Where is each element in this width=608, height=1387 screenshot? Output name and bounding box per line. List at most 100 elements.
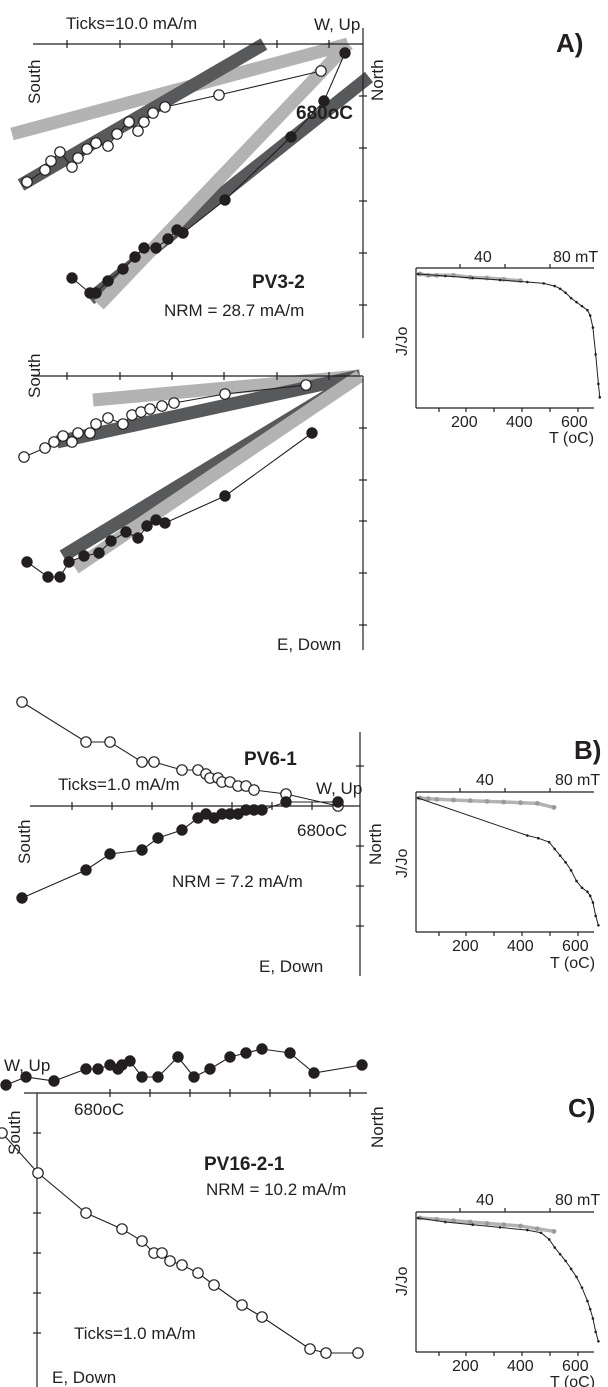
panel-c-open-point-9 — [192, 1267, 204, 1279]
panel-a-upper-fit-lines — [10, 37, 374, 310]
panel-c-inset-thermal-point-5 — [539, 1231, 543, 1235]
panel-a-upper-closed-point-6 — [138, 242, 150, 254]
panel-a-inset-top-tick-80: 80 — [553, 249, 571, 266]
panel-c-inset-thermal-point-0 — [416, 1216, 420, 1220]
panel-a-lower-open-point-5 — [72, 427, 84, 439]
panel-c-closed-series — [0, 1043, 368, 1091]
panel-a-upper-open-point-2 — [45, 155, 57, 167]
panel-b-inset-top-tick-40: 40 — [476, 772, 494, 789]
panel-c-open-point-3 — [116, 1223, 128, 1235]
panel-c-open-point-0 — [0, 1127, 8, 1139]
panel-c-inset-af-point-6 — [518, 1223, 523, 1229]
panel-c-open-line — [1, 1132, 358, 1354]
panel-a-inset-x-tick-600: 600 — [561, 414, 588, 431]
panel-c-closed-point-16 — [256, 1043, 268, 1055]
panel-c-closed-point-9 — [136, 1071, 148, 1083]
panel-b-inset-af-point-9 — [551, 804, 557, 810]
panel-a-lower-open-point-3 — [57, 430, 69, 442]
panel-b-closed-point-4 — [152, 832, 164, 844]
panel-a-inset-x-tick-200: 200 — [451, 414, 478, 431]
panel-a-nrm-label: NRM = 28.7 mA/m — [164, 301, 304, 320]
panel-a-upper-open-point-9 — [111, 128, 123, 140]
panel-c-closed-point-1 — [20, 1071, 32, 1083]
panel-c-inset-thermal-point-16 — [594, 1330, 597, 1334]
panel-a-inset-thermal-point-2 — [471, 276, 474, 280]
panel-b-inset-thermal-point-13 — [594, 914, 597, 918]
panel-b-inset-thermal-point-9 — [580, 886, 584, 890]
panel-a-inset-thermal-point-9 — [569, 296, 573, 300]
panel-a-upper-open-point-6 — [81, 143, 93, 155]
panel-c-closed-point-8 — [124, 1055, 136, 1067]
panel-a-inset-thermal-point-0 — [416, 272, 420, 276]
panel-a-inset-thermal-point-4 — [526, 280, 529, 284]
panel-a-lower-closed-point-3 — [63, 556, 75, 568]
panel-c-inset-thermal-point-15 — [591, 1317, 595, 1320]
panel-b-inset-thermal-line — [417, 797, 599, 926]
panel-c-inset-thermal-point-6 — [547, 1238, 551, 1241]
panel-b-closed-point-3 — [136, 844, 148, 856]
panel-c-inset-thermal-point-4 — [526, 1228, 529, 1232]
panel-c-inset-thermal-point-2 — [471, 1223, 474, 1226]
panel-c-closed-point-19 — [356, 1059, 368, 1071]
panel-a-upper-closed-point-14 — [339, 47, 351, 59]
panel-a-lower-open-point-4 — [66, 436, 78, 448]
panel-c-closed-point-18 — [308, 1067, 320, 1079]
panel-c-open-point-15 — [352, 1347, 364, 1359]
panel-c-closed-point-12 — [188, 1071, 200, 1083]
panel-a-inset-thermal-point-10 — [575, 300, 578, 304]
panel-a-inset-thermal-point-7 — [558, 287, 562, 291]
panel-b-inset-af-series — [417, 795, 557, 810]
panel-a-upper-open-point-10 — [123, 116, 135, 128]
panel-c-closed-point-2 — [48, 1075, 60, 1087]
panel-a-upper-ticks — [66, 40, 367, 306]
panel-a-lower-open-point-12 — [144, 403, 156, 415]
panel-c-inset-thermal-line — [417, 1217, 599, 1342]
panel-b-closed-series — [16, 796, 344, 904]
panel-c-decay-inset: 40 80 mT 200 400 600 T (oC) J/Jo — [394, 1192, 600, 1387]
panel-a-inset-top-tick-40: 40 — [474, 249, 492, 266]
panel-a-lower-closed-series — [21, 427, 318, 583]
panel-b-inset-x-tick-200: 200 — [452, 938, 479, 955]
panel-a-lower-open-point-8 — [102, 412, 114, 424]
panel-b-inset-af-point-8 — [534, 800, 540, 806]
panel-c-inset-mt-label: mT — [577, 1192, 600, 1209]
panel-a-lower-open-point-1 — [39, 442, 51, 454]
panel-a-upper-closed-point-12 — [285, 131, 297, 143]
panel-a-inset-af-point-7 — [518, 278, 523, 284]
panel-b-inset-thermal-point-3 — [547, 840, 551, 844]
panel-a-upper-closed-point-4 — [117, 263, 129, 275]
panel-b-inset-af-point-6 — [501, 799, 507, 805]
panel-b-open-point-3 — [136, 756, 148, 768]
panel-b-closed-point-5 — [176, 824, 188, 836]
panel-a-upper-open-point-0 — [21, 176, 33, 188]
panel-c-open-series — [0, 1127, 364, 1359]
panel-c-closed-point-0 — [0, 1079, 12, 1091]
panel-a-lower-open-point-16 — [300, 379, 312, 391]
panel-a-inset-thermal-point-8 — [564, 291, 567, 295]
panel-a-upper-open-point-15 — [213, 89, 225, 101]
panel-a-inset-thermal-line — [417, 273, 601, 398]
panel-c-inset-af-point-8 — [551, 1229, 557, 1234]
panel-a-lower-ticks — [66, 372, 367, 626]
panel-a-upper-open-point-8 — [102, 140, 114, 152]
panel-a-inset-thermal-point-14 — [591, 326, 595, 329]
panel-c-w-up-label: W, Up — [4, 1056, 50, 1075]
panel-c-closed-point-4 — [92, 1063, 104, 1075]
panel-a-temp-label: 680oC — [296, 103, 353, 124]
panel-b-inset-thermal-point-1 — [526, 834, 529, 837]
panel-a-inset-thermal-point-15 — [594, 353, 597, 356]
panel-b-inset-af-point-4 — [467, 798, 473, 804]
panel-b-open-point-1 — [80, 736, 92, 748]
panel-a-lower-open-point-15 — [219, 388, 231, 400]
panel-a-upper-closed-point-10 — [177, 227, 189, 239]
panel-a-upper-open-series — [21, 65, 327, 188]
panel-a-lower-open-point-13 — [156, 400, 168, 412]
panel-a-upper-open-point-13 — [147, 107, 159, 119]
panel-a-inset-thermal-point-11 — [580, 304, 584, 308]
panel-b-inset-thermal-point-12 — [591, 901, 595, 904]
panel-c-north-label: North — [368, 1106, 387, 1148]
panel-b-inset-thermal-point-11 — [588, 894, 592, 898]
panel-b-inset-thermal-point-14 — [597, 924, 600, 927]
panel-c-closed-point-13 — [204, 1063, 216, 1075]
panel-c-closed-point-17 — [284, 1047, 296, 1059]
